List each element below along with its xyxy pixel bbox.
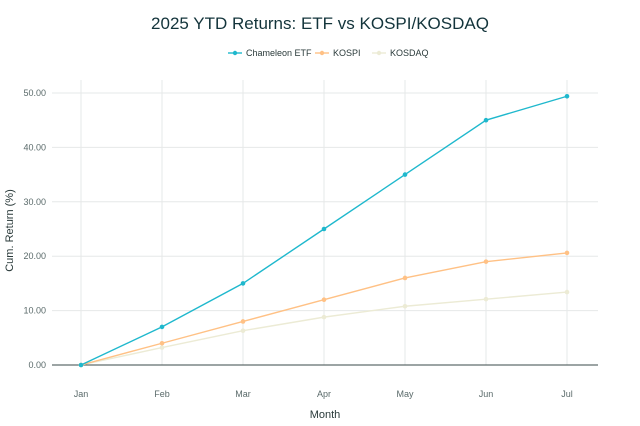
grid-lines [52, 80, 598, 365]
y-tick-label: 10.00 [23, 306, 46, 316]
data-point-kosdaq [159, 345, 165, 350]
data-point-chameleon-etf [78, 362, 84, 368]
y-tick-label: 30.00 [23, 197, 46, 207]
data-point-kospi [240, 319, 246, 324]
y-tick-label: 40.00 [23, 142, 46, 152]
x-tick-label: Jun [479, 389, 494, 399]
data-point-kospi [564, 250, 570, 256]
y-tick-label: 0.00 [28, 360, 46, 370]
x-axis-title: Month [310, 409, 341, 421]
data-point-chameleon-etf [159, 324, 165, 330]
x-tick-label: May [396, 389, 414, 399]
legend-marker-kospi [319, 50, 325, 56]
x-tick-label: Feb [154, 389, 170, 399]
data-point-chameleon-etf [402, 172, 408, 177]
data-point-kosdaq [402, 303, 408, 309]
chart-title: 2025 YTD Returns: ETF vs KOSPI/KOSDAQ [151, 14, 489, 33]
data-point-kospi [483, 259, 489, 264]
legend-marker-kosdaq [376, 50, 382, 56]
data-point-kosdaq [321, 314, 327, 320]
legend-label-kosdaq: KOSDAQ [390, 48, 429, 58]
y-tick-label: 20.00 [23, 251, 46, 261]
data-point-kosdaq [564, 289, 570, 295]
y-axis-ticks: 0.00 10.00 20.00 30.00 40.00 50.00 [23, 88, 46, 370]
y-tick-label: 50.00 [23, 88, 46, 98]
data-point-chameleon-etf [321, 226, 327, 232]
data-point-chameleon-etf [483, 117, 489, 123]
data-point-kosdaq [483, 296, 489, 302]
y-axis-title: Cum. Return (%) [4, 189, 16, 272]
x-tick-label: Jan [74, 389, 89, 399]
data-point-kospi [402, 275, 408, 281]
x-axis-ticks: Jan Feb Mar Apr May Jun Jul [74, 389, 573, 399]
series-layer [78, 93, 570, 368]
data-point-chameleon-etf [564, 93, 570, 99]
data-point-kosdaq [240, 328, 246, 334]
x-tick-label: Apr [317, 389, 331, 399]
x-tick-label: Jul [561, 389, 573, 399]
x-tick-label: Mar [235, 389, 251, 399]
data-point-chameleon-etf [240, 281, 246, 286]
legend-label-kospi: KOSPI [333, 48, 361, 58]
legend: Chameleon ETF KOSPI KOSDAQ [228, 48, 429, 58]
legend-label-chameleon-etf: Chameleon ETF [246, 48, 312, 58]
data-point-kospi [321, 297, 327, 303]
legend-marker-chameleon-etf [232, 50, 238, 56]
data-point-kospi [159, 340, 165, 346]
